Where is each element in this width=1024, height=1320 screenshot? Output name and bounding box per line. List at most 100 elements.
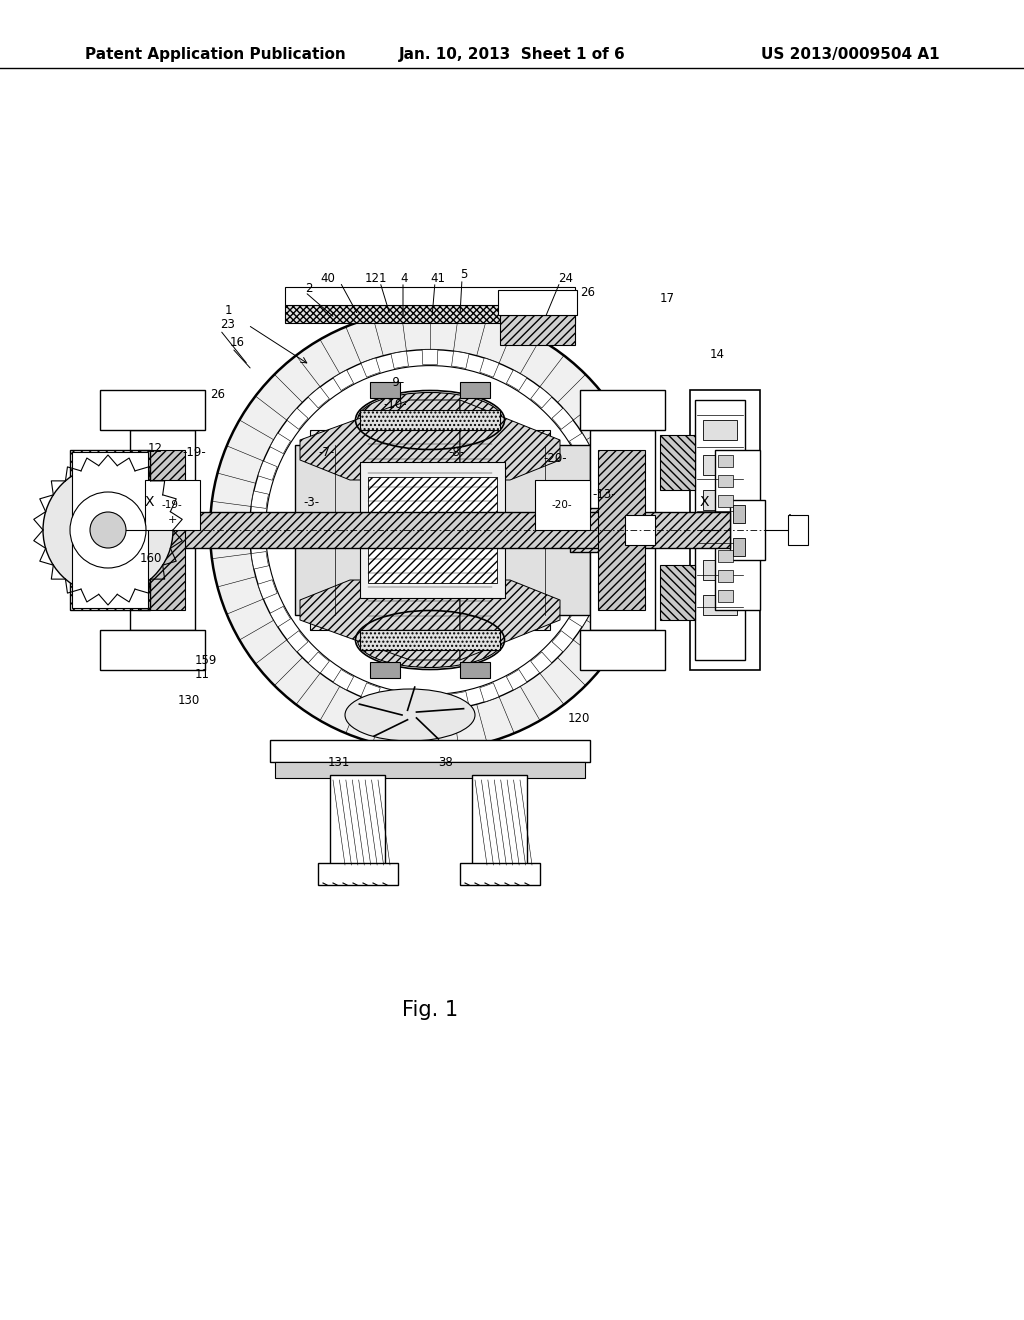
Text: 23: 23 [220,318,234,331]
Text: X: X [700,495,710,510]
Bar [368,477,497,583]
Bar [690,389,760,671]
Bar [695,400,745,660]
Polygon shape [287,631,308,652]
Text: -13-: -13- [592,488,615,502]
Bar [570,508,625,552]
Text: -3-: -3- [303,495,319,508]
Polygon shape [333,370,353,391]
Polygon shape [310,430,450,630]
Bar [370,381,400,399]
Polygon shape [391,351,409,368]
Bar [500,315,575,345]
Polygon shape [270,433,291,454]
Bar [718,495,733,507]
Text: 1: 1 [225,304,232,317]
Circle shape [90,512,126,548]
Bar [660,436,695,490]
Bar [100,630,205,671]
Bar [660,565,695,620]
Text: US 2013/0009504 A1: US 2013/0009504 A1 [762,48,940,62]
Polygon shape [251,491,268,508]
Circle shape [250,350,610,710]
Circle shape [70,492,146,568]
Bar [360,411,500,430]
Polygon shape [507,370,527,391]
Polygon shape [361,682,380,702]
Bar [360,462,505,598]
Text: 14: 14 [710,348,725,362]
Polygon shape [300,579,460,660]
Polygon shape [552,631,573,652]
Bar [460,381,490,399]
Polygon shape [422,350,438,364]
Text: -9-: -9- [388,376,404,389]
Bar [715,450,760,515]
Bar [270,741,590,762]
Circle shape [210,310,650,750]
Polygon shape [251,552,268,569]
Bar [460,863,540,884]
Bar [733,539,745,556]
Text: +: + [167,515,177,525]
Polygon shape [583,579,602,599]
Bar [285,305,575,323]
Polygon shape [595,523,610,537]
Text: X: X [145,495,155,510]
Bar [535,480,590,531]
Text: Patent Application Publication: Patent Application Publication [85,48,346,62]
Ellipse shape [355,447,485,492]
Polygon shape [479,358,499,378]
Text: 17: 17 [660,292,675,305]
Bar [703,490,737,510]
Bar [580,630,665,671]
Bar [285,286,575,305]
Text: 11: 11 [195,668,210,681]
Polygon shape [507,669,527,690]
Bar [625,515,655,545]
Bar [718,570,733,582]
Polygon shape [361,358,380,378]
Polygon shape [452,692,469,709]
Text: 16: 16 [230,335,245,348]
Ellipse shape [345,689,475,741]
Text: -20-: -20- [552,500,572,510]
Polygon shape [287,408,308,429]
Bar [703,595,737,615]
Polygon shape [552,408,573,429]
Bar [715,545,760,610]
Text: 26: 26 [580,286,595,300]
Bar [703,455,737,475]
Bar [703,525,737,545]
Bar [72,451,148,609]
Text: 26: 26 [210,388,225,401]
Bar [70,450,150,610]
Bar [500,445,590,615]
Bar [460,663,490,678]
Bar [730,500,765,560]
Bar [733,506,745,523]
Text: 160: 160 [140,552,163,565]
Bar [295,445,395,615]
Bar [360,630,500,649]
Polygon shape [422,696,438,710]
Polygon shape [308,387,330,408]
Text: 5: 5 [460,268,467,281]
Polygon shape [250,523,265,537]
Polygon shape [300,400,460,480]
Bar [590,430,655,630]
Text: -10-: -10- [383,399,407,412]
Text: 40: 40 [319,272,335,285]
Text: 38: 38 [438,755,453,768]
Bar [788,515,808,545]
Text: -7-: -7- [318,446,334,458]
Bar [145,480,200,531]
Polygon shape [450,430,550,630]
Ellipse shape [357,392,503,447]
Bar [718,455,733,467]
Text: -20-: -20- [543,451,566,465]
Bar [275,762,585,777]
Bar [130,430,195,630]
Text: 159: 159 [195,653,217,667]
Polygon shape [530,652,552,673]
